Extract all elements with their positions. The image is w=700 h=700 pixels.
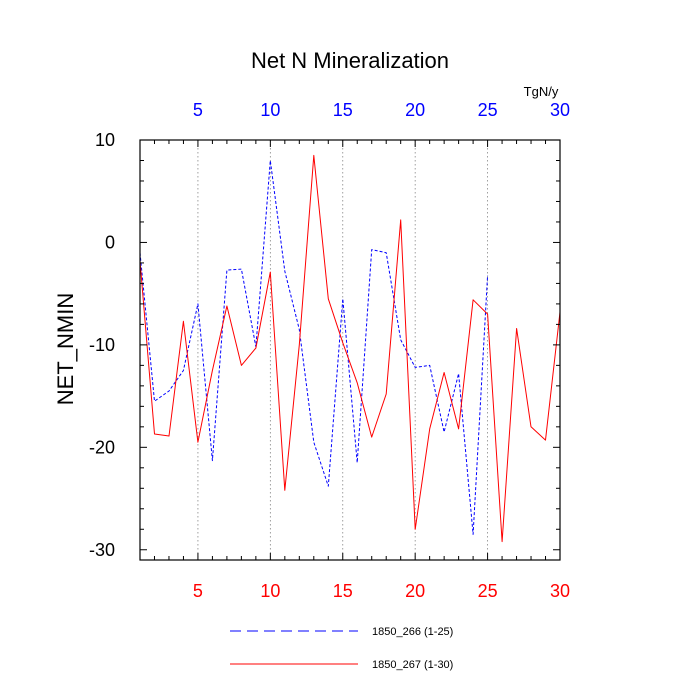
x-tick-label-top: 25 xyxy=(478,100,498,120)
y-tick-label: -30 xyxy=(89,540,115,560)
x-tick-label-top: 15 xyxy=(333,100,353,120)
y-tick-label: -20 xyxy=(89,437,115,457)
y-axis-label: NET_NMIN xyxy=(53,293,78,405)
units-label: TgN/y xyxy=(524,84,559,99)
x-tick-label-bottom: 30 xyxy=(550,581,570,601)
grid-lines xyxy=(197,140,488,560)
legend-label-1: 1850_266 (1-25) xyxy=(372,626,453,638)
y-tick-label: -10 xyxy=(89,335,115,355)
y-tick-label: 0 xyxy=(105,232,115,252)
chart-title: Net N Mineralization xyxy=(251,48,449,73)
series-line-1 xyxy=(139,160,489,535)
x-tick-label-top: 20 xyxy=(405,100,425,120)
legend: 1850_266 (1-25) 1850_267 (1-30) xyxy=(230,626,453,671)
series-lines xyxy=(139,154,561,543)
x-tick-label-bottom: 15 xyxy=(333,581,353,601)
y-tick-label: 10 xyxy=(95,130,115,150)
x-tick-label-bottom: 20 xyxy=(405,581,425,601)
tick-marks xyxy=(139,139,561,560)
x-tick-label-top: 10 xyxy=(260,100,280,120)
plot-frame xyxy=(139,139,561,561)
x-tick-label-top: 5 xyxy=(193,100,203,120)
x-tick-label-bottom: 25 xyxy=(478,581,498,601)
series-line-2 xyxy=(139,154,561,543)
x-tick-label-bottom: 5 xyxy=(193,581,203,601)
x-tick-label-bottom: 10 xyxy=(260,581,280,601)
legend-label-2: 1850_267 (1-30) xyxy=(372,659,453,671)
tick-labels: 5 5 10 10 15 15 20 20 25 25 30 30 10 0 -10 -20 -30 xyxy=(89,100,570,601)
x-tick-label-top: 30 xyxy=(550,100,570,120)
